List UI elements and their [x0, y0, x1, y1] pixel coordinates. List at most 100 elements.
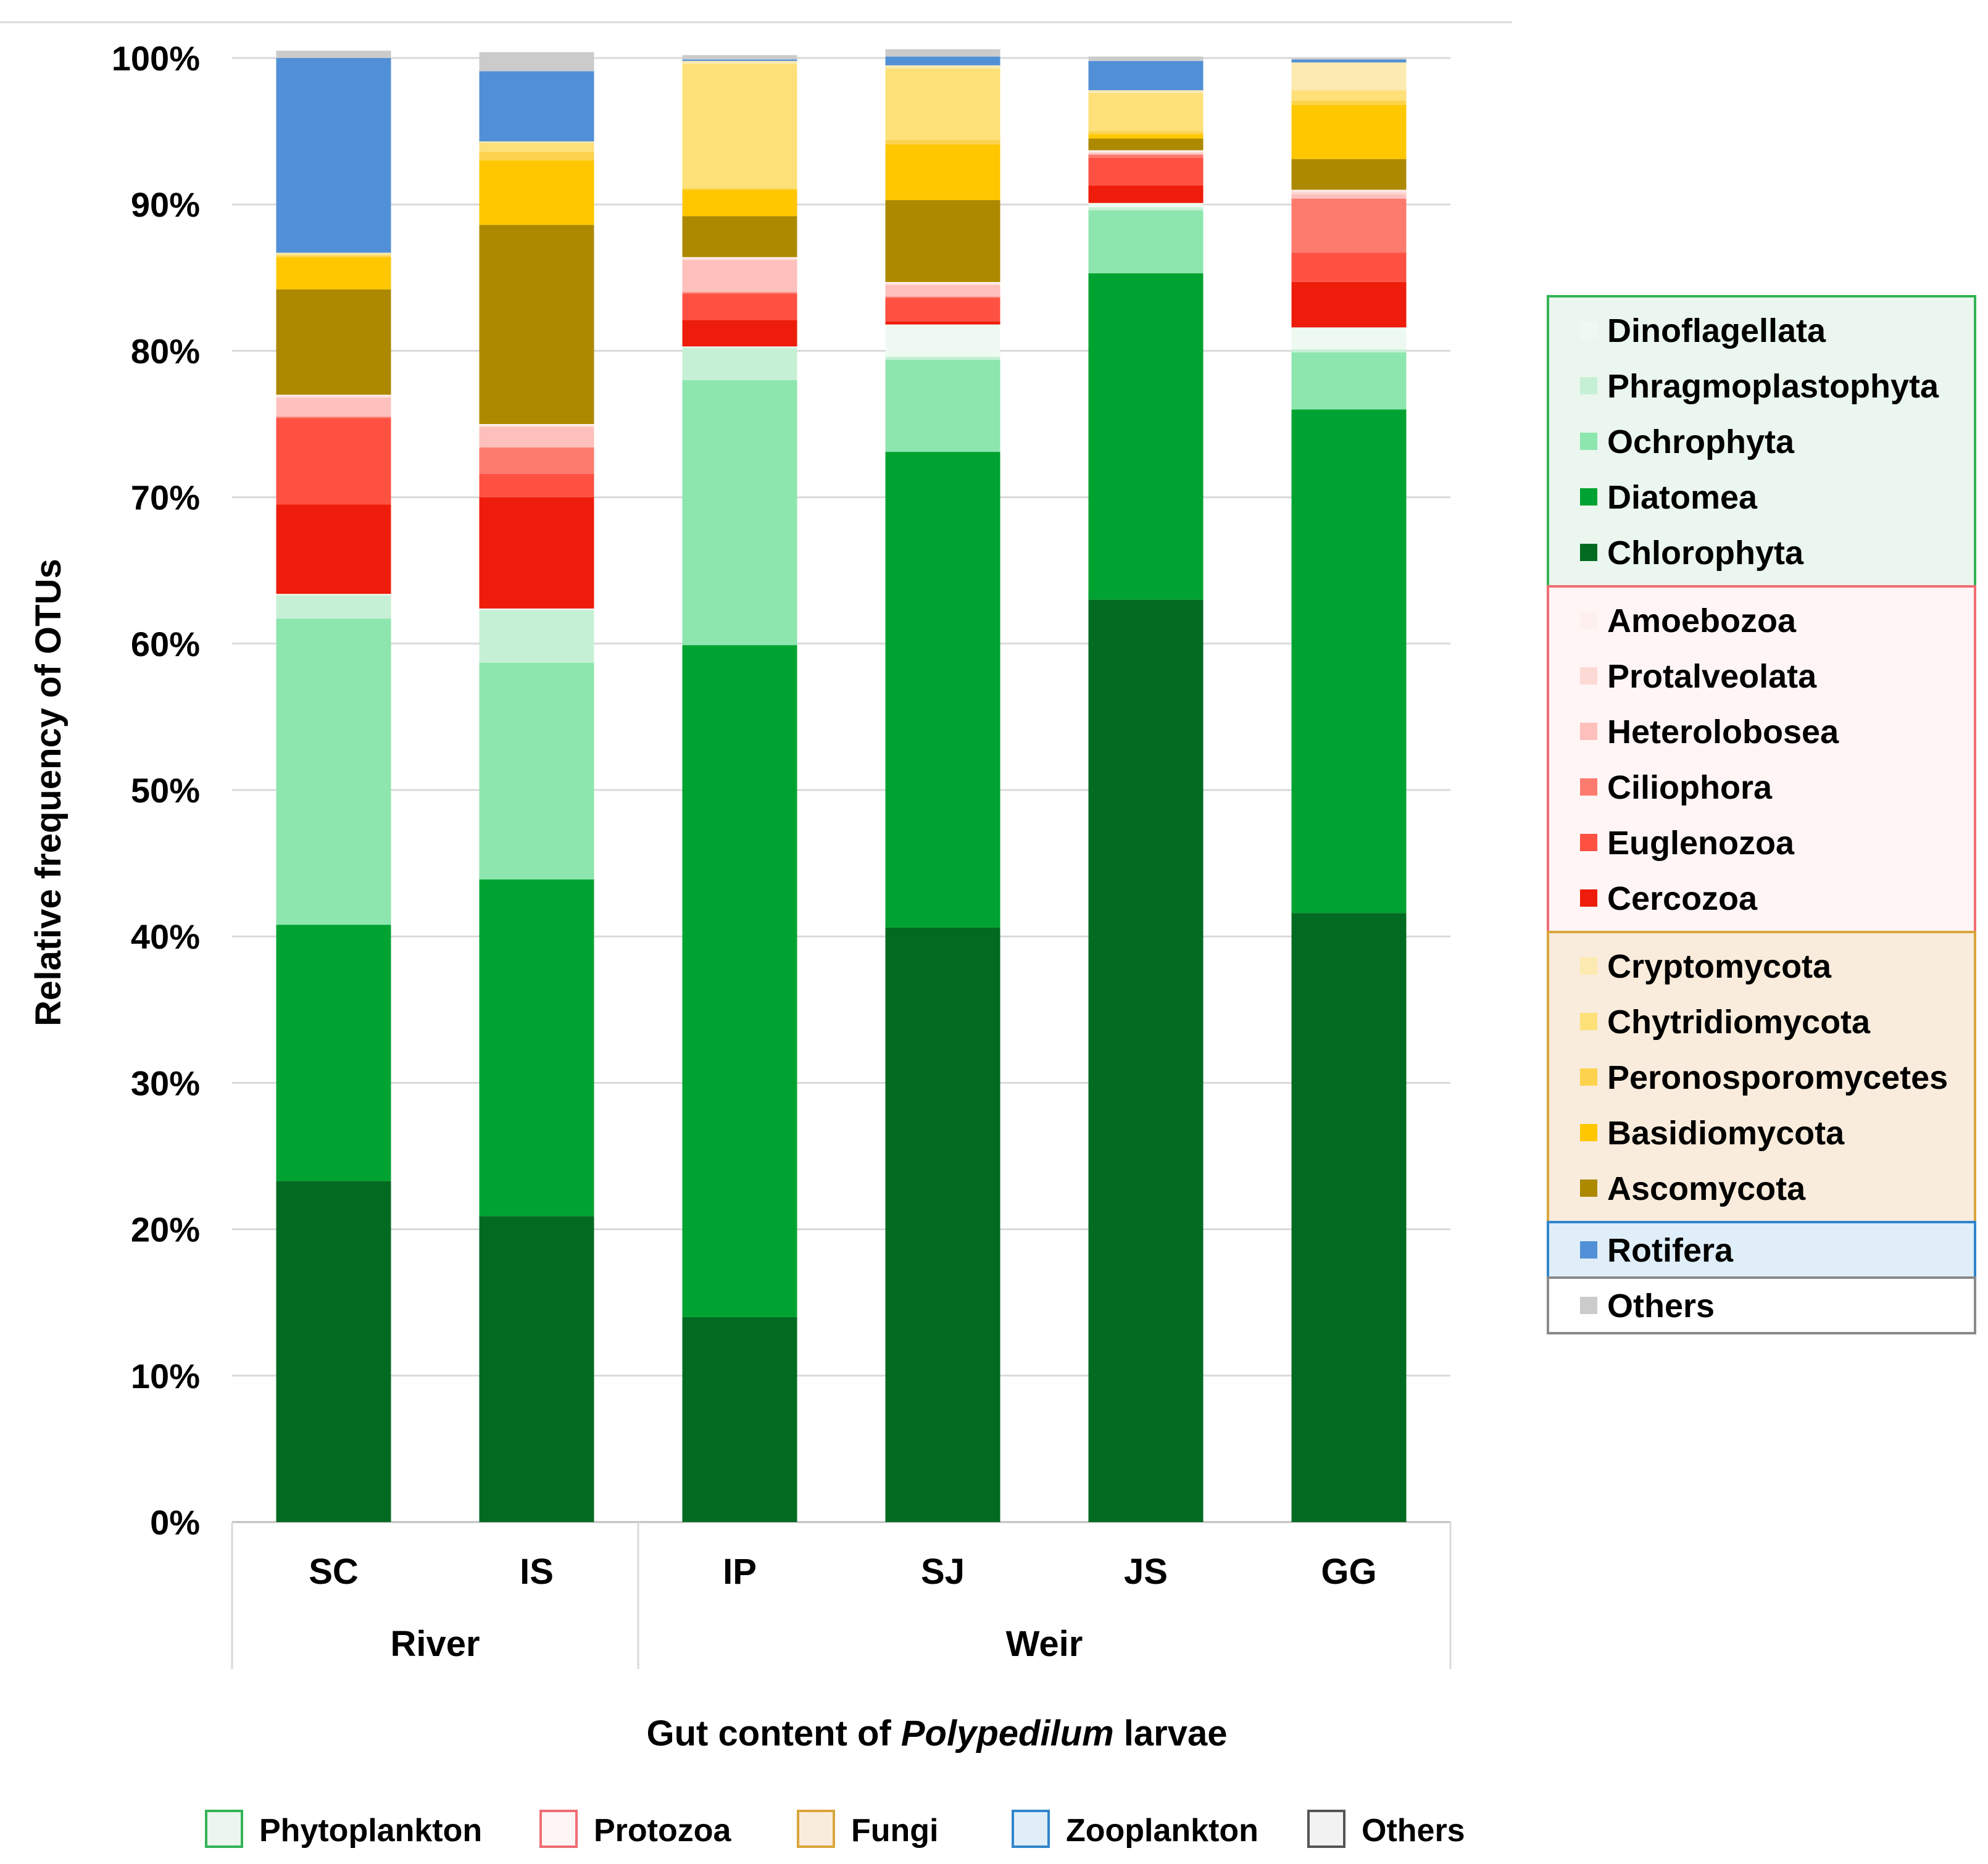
- legend-label-ciliophora: Ciliophora: [1607, 769, 1773, 806]
- y-tick-label: 0%: [150, 1503, 200, 1542]
- x-tick-label-js: JS: [1124, 1552, 1168, 1592]
- bar-segment-peronosporomycetes-gg: [1291, 100, 1407, 105]
- bar-segment-basidiomycota-is: [479, 160, 594, 225]
- legend-swatch-chytridiomycota: [1580, 1013, 1597, 1030]
- y-tick-label: 100%: [112, 39, 200, 78]
- legend-label-basidiomycota: Basidiomycota: [1607, 1115, 1845, 1152]
- legend-label-peronosporomycetes: Peronosporomycetes: [1607, 1059, 1948, 1096]
- bar-segment-chytridiomycota-sj: [885, 68, 1000, 140]
- group-label-river: River: [390, 1624, 480, 1664]
- bar-segment-dinoflagellata-ip: [682, 346, 797, 348]
- bar-segment-heterolobosea-gg: [1291, 194, 1407, 199]
- bar-segment-euglenozoa-sj: [885, 298, 1000, 322]
- gridlines: [232, 57, 1450, 1523]
- category-legend-label: Zooplankton: [1066, 1813, 1258, 1849]
- bar-segment-rotifera-sj: [885, 56, 1000, 65]
- bar-segment-others-is: [479, 52, 594, 72]
- legend-label-chytridiomycota: Chytridiomycota: [1607, 1004, 1871, 1041]
- bar-segment-ciliophora-ip: [682, 292, 797, 294]
- bar-segment-protalveolata-sc: [276, 396, 391, 398]
- bar-segment-peronosporomycetes-sc: [276, 256, 391, 257]
- bar-segment-basidiomycota-sc: [276, 257, 391, 289]
- category-legend-label: Protozoa: [594, 1813, 732, 1849]
- group-label-weir: Weir: [1006, 1624, 1083, 1664]
- bar-segment-ascomycota-is: [479, 225, 594, 424]
- category-legend-item-phytoplankton: Phytoplankton: [205, 1810, 482, 1849]
- bar-segment-cercozoa-gg: [1291, 281, 1407, 328]
- bar-segment-diatomea-ip: [682, 645, 797, 1317]
- bar-segment-euglenozoa-sc: [276, 418, 391, 505]
- bar-segment-euglenozoa-js: [1088, 157, 1204, 186]
- bar-segment-euglenozoa-ip: [682, 293, 797, 320]
- category-legend-swatch: [797, 1810, 835, 1848]
- bar-segment-chytridiomycota-js: [1088, 93, 1204, 131]
- y-tick-label: 60%: [131, 625, 200, 664]
- bar-segment-dinoflagellata-gg: [1291, 327, 1407, 350]
- legend-swatch-peronosporomycetes: [1580, 1068, 1597, 1086]
- bar-segment-diatomea-gg: [1291, 409, 1407, 913]
- legend-group-box: [1547, 931, 1976, 1223]
- legend-label-ascomycota: Ascomycota: [1607, 1170, 1806, 1207]
- bar-segment-peronosporomycetes-sj: [885, 139, 1000, 144]
- y-axis-label: Relative frequency of OTUs: [28, 559, 69, 1026]
- bar-segment-diatomea-is: [479, 879, 594, 1217]
- legend-swatch-cercozoa: [1580, 889, 1597, 907]
- bar-segment-chytridiomycota-sc: [276, 254, 391, 256]
- bar-segment-cryptomycota-js: [1088, 90, 1204, 93]
- category-legend-item-fungi: Fungi: [797, 1810, 939, 1849]
- bar-segment-ciliophora-gg: [1291, 198, 1407, 253]
- legend-label-heterolobosea: Heterolobosea: [1607, 714, 1839, 751]
- legend-label-cryptomycota: Cryptomycota: [1607, 948, 1832, 985]
- legend-swatch-dinoflagellata: [1580, 322, 1597, 339]
- bar-segment-others-sc: [276, 51, 391, 58]
- bars: [276, 49, 1407, 1522]
- bar-segment-chytridiomycota-gg: [1291, 90, 1407, 101]
- legend-group-1: Amoebozoa Protalveolata Heterolobosea Cilio…: [1547, 585, 1976, 933]
- bar-segment-peronosporomycetes-ip: [682, 188, 797, 190]
- bar-segment-ascomycota-js: [1088, 138, 1204, 151]
- bar-segment-chlorophyta-is: [479, 1216, 594, 1522]
- bar-stack-is: [479, 52, 594, 1522]
- bar-segment-peronosporomycetes-js: [1088, 131, 1204, 135]
- y-tick-label: 80%: [131, 331, 200, 370]
- bar-segment-ciliophora-is: [479, 447, 594, 474]
- bar-segment-rotifera-js: [1088, 60, 1204, 91]
- category-legend: Phytoplankton Protozoa Fungi Zooplankton Oth…: [205, 1810, 1465, 1849]
- bar-segment-peronosporomycetes-is: [479, 151, 594, 161]
- bar-segment-amoebozoa-ip: [682, 257, 797, 259]
- legend-label-phragmoplastophyta: Phragmoplastophyta: [1607, 368, 1939, 405]
- bar-segment-basidiomycota-sj: [885, 144, 1000, 201]
- bar-segment-chlorophyta-js: [1088, 599, 1204, 1522]
- bar-segment-amoebozoa-sj: [885, 281, 1000, 284]
- bar-segment-protalveolata-gg: [1291, 191, 1407, 194]
- bar-segment-cryptomycota-gg: [1291, 62, 1407, 91]
- legend-swatch-heterolobosea: [1580, 723, 1597, 740]
- bar-segment-cercozoa-is: [479, 497, 594, 609]
- bar-segment-ciliophora-sc: [276, 417, 391, 418]
- x-axis: SC IS IP SJ JS GG River Weir: [231, 1522, 1452, 1669]
- bar-segment-chlorophyta-ip: [682, 1317, 797, 1522]
- legend-label-euglenozoa: Euglenozoa: [1607, 825, 1795, 862]
- bar-segment-ciliophora-js: [1088, 154, 1204, 158]
- legend-group-box: [1547, 295, 1976, 588]
- bar-segment-ochrophyta-sc: [276, 618, 391, 925]
- category-legend-swatch: [1012, 1810, 1050, 1848]
- y-axis-ticks: 0% 10% 20% 30% 40% 50% 60% 70% 80% 90% 100%: [112, 39, 200, 1542]
- bar-segment-others-sj: [885, 49, 1000, 57]
- legend-swatch-phragmoplastophyta: [1580, 377, 1597, 394]
- category-legend-label: Others: [1362, 1813, 1465, 1849]
- category-legend-swatch: [1307, 1810, 1345, 1848]
- x-axis-label: Gut content of Polypedilum larvae: [646, 1713, 1227, 1754]
- legend-group-0: Dinoflagellata Phragmoplastophyta Ochrophy…: [1547, 295, 1976, 588]
- x-axis-label-suffix: larvae: [1114, 1713, 1228, 1754]
- bar-segment-basidiomycota-gg: [1291, 104, 1407, 159]
- bar-segment-cercozoa-js: [1088, 185, 1204, 203]
- legend-group-box: [1547, 1276, 1976, 1334]
- legend-label-diatomea: Diatomea: [1607, 479, 1758, 516]
- bar-segment-chlorophyta-sj: [885, 927, 1000, 1522]
- bar-segment-protalveolata-js: [1088, 151, 1204, 154]
- legend-swatch-chlorophyta: [1580, 544, 1597, 561]
- legend-label-chlorophyta: Chlorophyta: [1607, 535, 1804, 572]
- bar-segment-protalveolata-sj: [885, 283, 1000, 285]
- legend-label-amoebozoa: Amoebozoa: [1607, 602, 1797, 639]
